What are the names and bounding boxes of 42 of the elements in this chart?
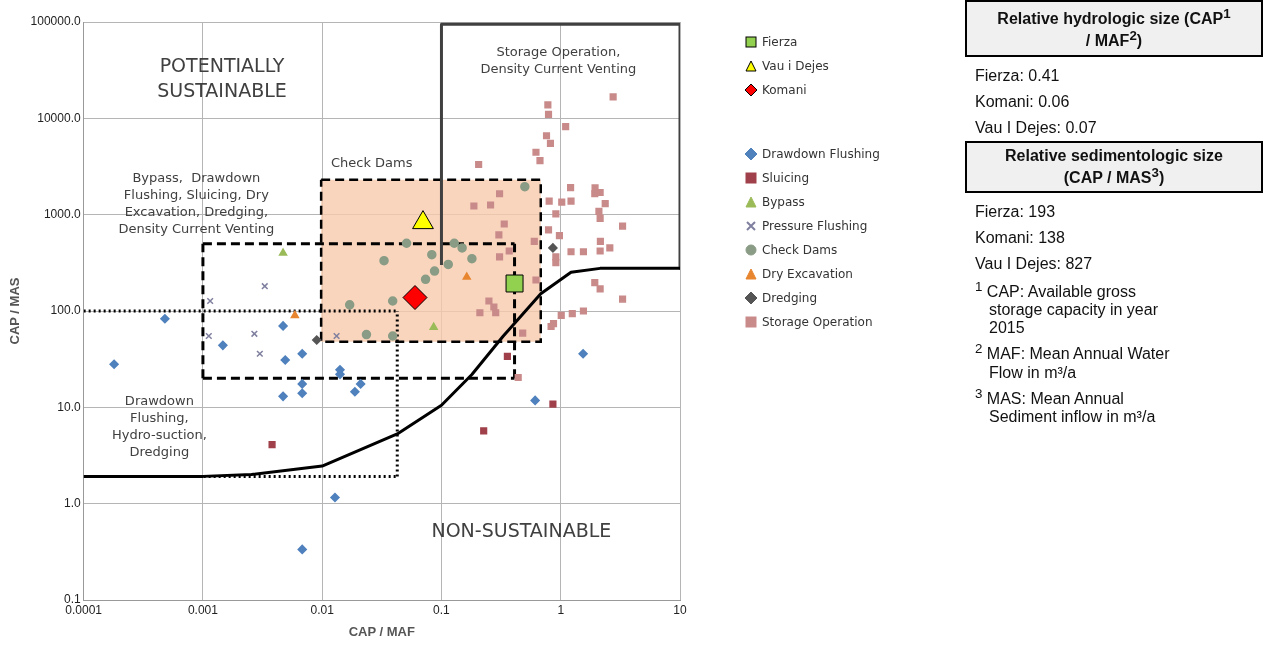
legend-label: Pressure Flushing	[762, 219, 868, 233]
text: Komani: 0.06	[974, 91, 1071, 112]
x-axis-title: CAP / MAF	[348, 623, 415, 639]
y-tick-label: 1.0	[63, 495, 81, 510]
annotation: NON-SUSTAINABLE	[431, 519, 612, 542]
annotation: Drawdown Flushing, Hydro-suction, Dredging	[111, 393, 207, 459]
y-axis-title: CAP / MAS	[7, 277, 23, 345]
x-tick-label: 0.001	[187, 602, 219, 617]
text: $^{2}$ MAF: Mean Annual Water Flow in m³/a	[974, 340, 1171, 383]
annotation: POTENTIALLY SUSTAINABLE	[157, 54, 287, 102]
text: Relative sedimentologic size (CAP / MAS$^{3}$)	[965, 140, 1263, 193]
x-tick-label: 0.1	[433, 602, 451, 617]
legend-label: Check Dams	[762, 243, 838, 257]
text: Fierza: 193	[974, 202, 1057, 222]
legend-label: Sluicing	[762, 171, 810, 185]
legend-label: Vau i Dejes	[762, 59, 829, 73]
legend-label: Fierza	[762, 35, 798, 49]
legend-label: Storage Operation	[762, 315, 873, 329]
text: $^{3}$ MAS: Mean Annual Sediment inflow in m³/a	[974, 384, 1157, 427]
text: Fierza: 0.41	[974, 65, 1061, 86]
text: Vau I Dejes: 827	[974, 254, 1094, 274]
legend-label: Drawdown Flushing	[762, 147, 880, 161]
text: Komani: 138	[974, 228, 1066, 248]
x-tick-label: 1	[557, 602, 565, 617]
text: Relative hydrologic size (CAP$^{1}$ / MAF$^{2}$)	[997, 6, 1231, 50]
annotation: Bypass, Drawdown Flushing, Sluicing, Dry Excavation, Dredging, Density Current Venting	[118, 170, 275, 236]
text: Vau I Dejes: 0.07	[974, 117, 1098, 138]
y-tick-label: 1000.0	[43, 206, 81, 221]
legend-label: Komani	[762, 83, 807, 97]
legend-label: Dredging	[762, 291, 818, 305]
y-tick-label: 10000.0	[37, 110, 81, 125]
annotation: Check Dams	[330, 154, 413, 170]
legend-label: Dry Excavation	[762, 267, 853, 281]
x-tick-label: 10	[673, 602, 687, 617]
legend-label: Bypass	[762, 195, 805, 209]
annotation: Storage Operation, Density Current Venting	[480, 43, 637, 76]
y-tick-label: 100.0	[50, 303, 81, 318]
y-tick-label: 100000.0	[30, 14, 81, 29]
y-tick-label: 10.0	[57, 399, 81, 414]
x-tick-label: 0.01	[310, 602, 335, 617]
text: $^{1}$ CAP: Available gross storage capacity in year 2015	[974, 278, 1159, 339]
x-tick-label: 0.0001	[65, 602, 103, 617]
